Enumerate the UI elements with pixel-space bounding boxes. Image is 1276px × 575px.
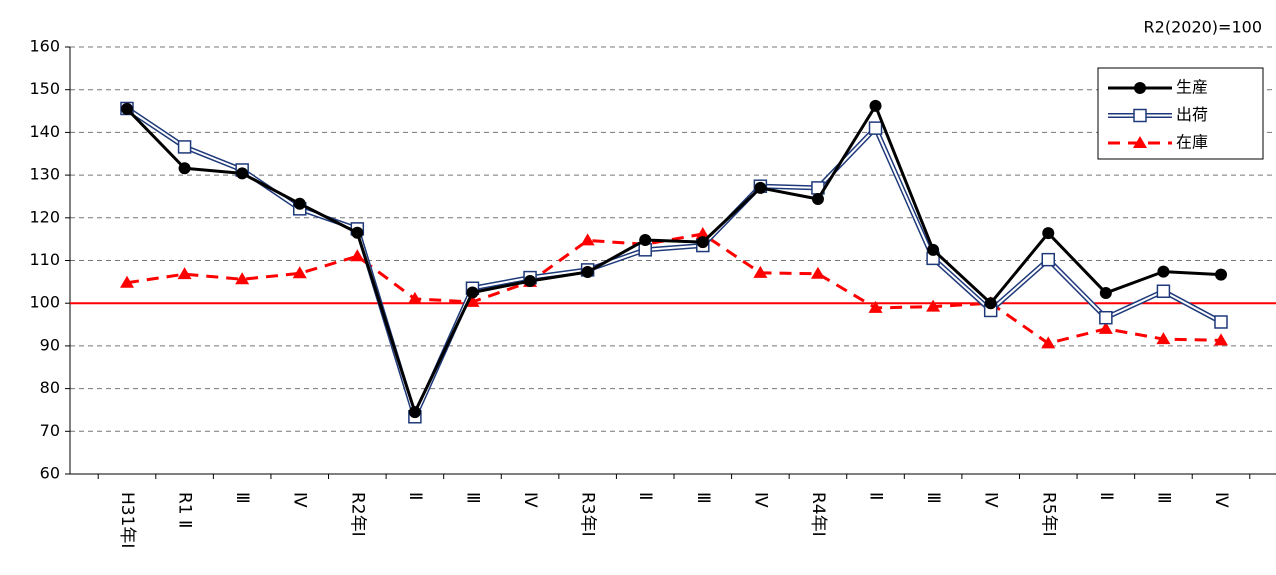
point (695, 227, 710, 240)
series-line-inner (126, 107, 1222, 420)
x-tick-label: Ⅲ (1153, 492, 1173, 504)
legend-marker (1134, 82, 1146, 94)
point (581, 266, 594, 279)
point (408, 406, 421, 419)
y-tick-label: 70 (40, 421, 60, 440)
point (1214, 315, 1228, 329)
point (1041, 336, 1056, 349)
series-line (126, 232, 1222, 345)
point (639, 234, 652, 247)
point (292, 266, 307, 279)
x-tick-label: R5年Ⅰ (1038, 492, 1058, 537)
point (1156, 284, 1171, 298)
y-tick-label: 90 (40, 335, 60, 354)
y-tick-label: 160 (29, 37, 60, 56)
series (121, 99, 1227, 419)
x-tick-label: Ⅱ (635, 492, 655, 500)
point (465, 294, 480, 307)
legend-marker (1133, 136, 1147, 148)
point (178, 162, 191, 175)
x-tick-label: Ⅲ (923, 492, 943, 504)
y-tick-label: 100 (29, 293, 60, 312)
point (293, 197, 306, 210)
point (1099, 286, 1112, 299)
point (121, 102, 133, 115)
point (696, 236, 709, 249)
x-tick-label: Ⅳ (750, 492, 770, 508)
y-tick-label: 130 (29, 165, 60, 184)
point (1099, 310, 1113, 325)
legend-marker (1133, 108, 1147, 123)
x-tick-label: Ⅲ (232, 492, 252, 504)
point (350, 249, 365, 262)
annotation: R2(2020)=100 (1144, 18, 1262, 37)
point (351, 226, 364, 239)
x-tick-label: R2年Ⅰ (347, 492, 367, 537)
x-tick-label: R4年Ⅰ (808, 492, 828, 537)
point (927, 243, 940, 256)
x-tick-label: Ⅳ (520, 492, 540, 508)
point (1156, 332, 1171, 345)
x-tick-label: Ⅳ (981, 492, 1001, 508)
point (580, 233, 595, 246)
point (235, 272, 250, 285)
legend-label: 生産 (1176, 78, 1208, 97)
point (868, 121, 883, 135)
point (120, 275, 134, 288)
y-tick-label: 120 (29, 207, 60, 226)
series-line (125, 104, 1222, 414)
point (1215, 268, 1227, 281)
y-tick-label: 150 (29, 79, 60, 98)
point (236, 167, 249, 180)
point (1157, 265, 1170, 278)
x-tick-label: R3年Ⅰ (578, 492, 598, 537)
series-line (125, 106, 1223, 420)
point (753, 265, 768, 278)
x-tick-label: H31年Ⅰ (117, 492, 137, 548)
x-tick-label: Ⅱ (1096, 492, 1116, 500)
y-tick-label: 110 (29, 250, 60, 269)
point (177, 140, 192, 154)
point (869, 99, 882, 112)
legend-label: 出荷 (1176, 105, 1208, 124)
legend-label: 在庫 (1176, 133, 1208, 152)
point (810, 266, 825, 279)
point (407, 291, 422, 304)
point (984, 297, 997, 310)
series (120, 101, 1228, 424)
point (1042, 227, 1055, 240)
point (811, 193, 824, 206)
point (1041, 252, 1056, 267)
y-tick-label: 140 (29, 122, 60, 141)
x-tick-label: Ⅳ (290, 492, 310, 508)
point (868, 300, 883, 313)
point (926, 299, 941, 312)
point (754, 181, 767, 194)
point (524, 274, 537, 287)
y-tick-label: 60 (40, 464, 60, 483)
x-tick-label: Ⅲ (693, 492, 713, 504)
x-tick-label: Ⅱ (866, 492, 886, 500)
x-tick-label: R1 Ⅱ (175, 492, 195, 528)
y-tick-label: 80 (40, 378, 60, 397)
x-tick-label: Ⅲ (462, 492, 482, 504)
x-tick-label: Ⅳ (1211, 492, 1231, 508)
point (1214, 333, 1228, 346)
x-tick-label: Ⅱ (405, 492, 425, 500)
point (466, 286, 479, 299)
point (1098, 321, 1113, 334)
point (177, 267, 192, 280)
